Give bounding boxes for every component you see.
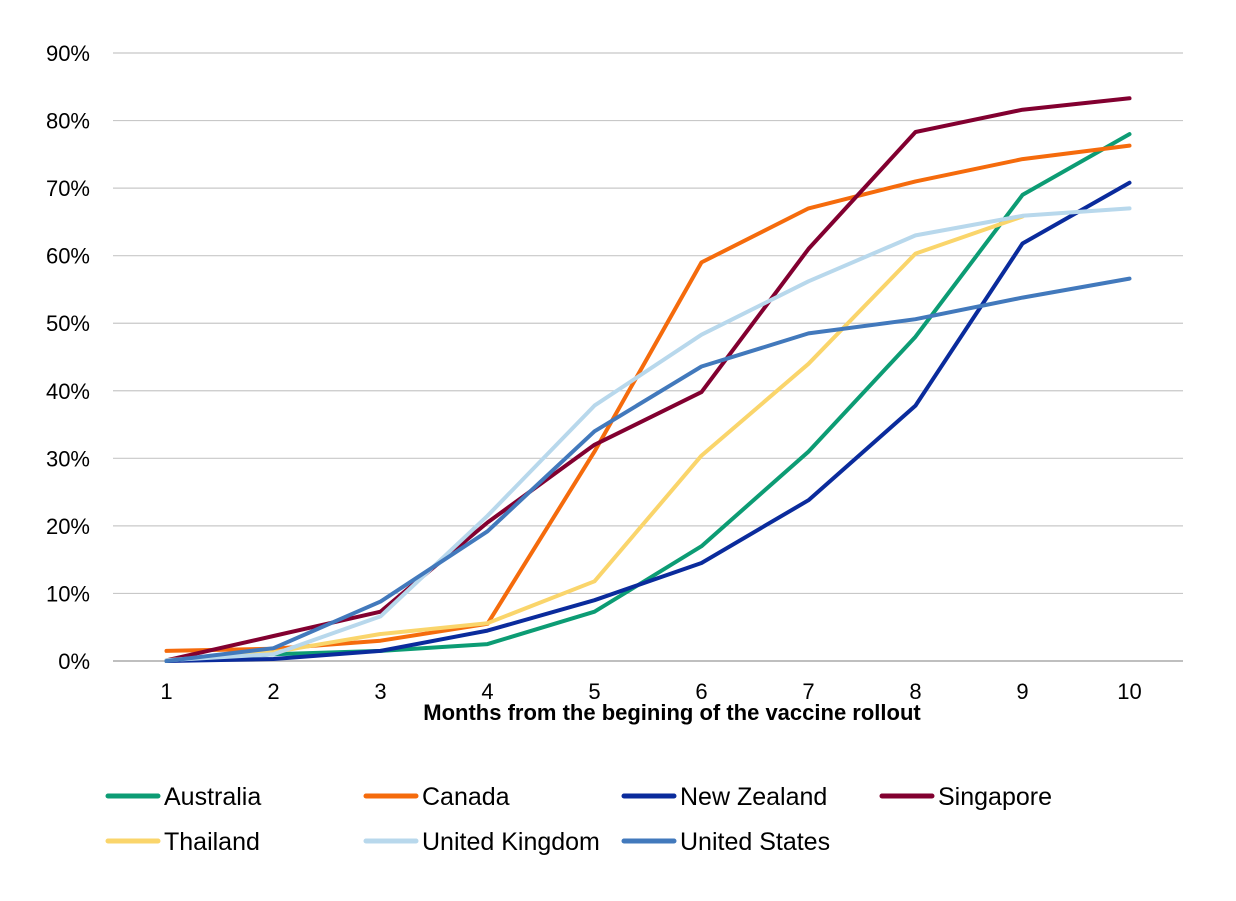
y-tick-label: 0%: [58, 649, 90, 674]
x-axis-ticks: 1 2 3 4 5 6 7 8 9 10: [160, 679, 1141, 704]
y-tick-label: 90%: [46, 41, 90, 66]
legend-label: United Kingdom: [422, 828, 600, 856]
legend-label: Singapore: [938, 783, 1052, 811]
x-tick-label: 9: [1016, 679, 1028, 704]
y-tick-label: 30%: [46, 446, 90, 471]
series-line-united-states: [164, 276, 1132, 663]
x-tick-label: 2: [267, 679, 279, 704]
legend-label: Thailand: [164, 828, 260, 856]
legend: Australia Canada New Zealand Singapore Thail…: [105, 783, 1052, 856]
legend-label: Australia: [164, 783, 261, 811]
gridlines: [113, 52, 1183, 662]
y-tick-label: 40%: [46, 379, 90, 404]
y-tick-label: 20%: [46, 514, 90, 539]
legend-label: New Zealand: [680, 783, 827, 811]
x-tick-label: 4: [481, 679, 493, 704]
series-line-australia: [164, 132, 1132, 663]
y-tick-label: 60%: [46, 244, 90, 269]
x-tick-label: 6: [695, 679, 707, 704]
x-tick-label: 8: [909, 679, 921, 704]
y-tick-label: 70%: [46, 176, 90, 201]
y-tick-label: 10%: [46, 581, 90, 606]
y-tick-label: 80%: [46, 109, 90, 134]
x-axis-title: Months from the begining of the vaccine …: [423, 700, 921, 725]
series-line-new-zealand: [164, 180, 1132, 663]
x-tick-label: 10: [1117, 679, 1141, 704]
series-line-thailand: [164, 214, 1025, 663]
legend-label: United States: [680, 828, 830, 856]
x-tick-label: 7: [802, 679, 814, 704]
x-tick-label: 5: [588, 679, 600, 704]
x-tick-label: 3: [374, 679, 386, 704]
y-axis-ticks: 0% 10% 20% 30% 40% 50% 60% 70% 80% 90%: [46, 41, 90, 674]
series-line-united-kingdom: [164, 206, 1132, 663]
x-tick-label: 1: [160, 679, 172, 704]
series-lines: [164, 96, 1132, 663]
series-line-singapore: [164, 96, 1132, 663]
legend-label: Canada: [422, 783, 510, 811]
y-tick-label: 50%: [46, 311, 90, 336]
